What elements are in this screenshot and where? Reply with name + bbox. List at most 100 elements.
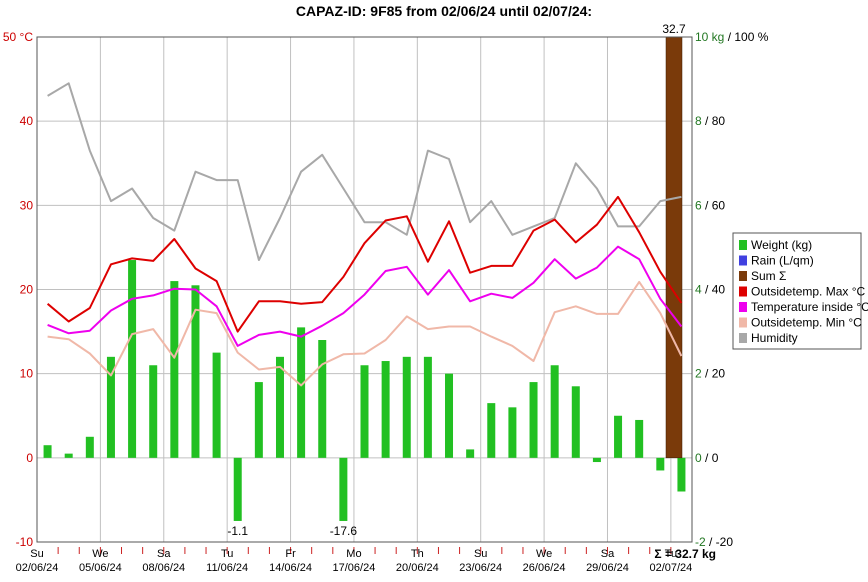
weight-bar-26 [592,457,601,463]
legend-swatch-humidity [739,333,747,343]
weight-bar-0 [43,445,52,458]
weight-bar-17 [402,356,411,458]
weight-bar-20 [466,449,475,458]
left-tick-label-5: 40 [20,114,34,128]
tmin-line [47,280,683,387]
legend-swatch-sum [739,271,747,281]
x-day-label-5: Mo [346,548,361,560]
weight-bar-3 [106,356,115,458]
weight-bar-6 [170,281,179,458]
x-date-label-2: 08/06/24 [142,562,185,574]
left-tick-label-1: 0 [26,451,33,465]
left-tick-label-0: -10 [16,535,34,549]
right-tick-label-3: 4 / 40 [695,283,725,297]
weight-bar-19 [445,373,454,458]
legend-label-tmax: Outsidetemp. Max °C [751,285,866,299]
x-date-label-9: 29/06/24 [586,562,629,574]
legend-label-tmin: Outsidetemp. Min °C [751,316,862,330]
left-tick-label-6: 50 °C [3,30,33,44]
weight-bar-4 [128,260,137,458]
legend-label-sum: Sum Σ [751,269,786,283]
series-lines [46,82,683,387]
right-tick-weight-6: 10 kg [695,30,724,44]
right-tick-label-0: -2 / -20 [695,535,733,549]
weight-bar-23 [529,382,538,458]
legend-label-tinside: Temperature inside °C [751,300,868,314]
data-labels: -1.1 -17.6 32.7 [227,22,686,538]
left-tick-label-4: 30 [20,198,34,212]
right-tick-label-4: 6 / 60 [695,198,725,212]
weight-bar-5 [149,365,158,458]
legend-swatch-weight [739,240,747,250]
right-tick-label-5: 8 / 80 [695,114,725,128]
weight-bar-18 [423,356,432,458]
x-date-label-8: 26/06/24 [523,562,566,574]
humidity-line [47,82,682,261]
sum-total-label: Σ = 32.7 kg [654,547,716,561]
sum-bar [665,36,683,459]
weight-bar-25 [571,386,580,458]
right-tick-humidity-2: / 20 [702,367,726,381]
weight-bar-16 [381,361,390,458]
legend-box [732,232,862,350]
right-tick-label-1: 0 / 0 [695,451,719,465]
legend-label-humidity: Humidity [751,331,798,345]
weight-bar-10 [254,382,263,458]
weight-bar-22 [508,407,517,458]
weight-bar-2 [85,436,94,458]
weight-bar-27 [614,415,623,458]
right-tick-humidity-6: / 100 % [724,30,768,44]
right-tick-weight-1: 0 [695,451,702,465]
right-tick-humidity-1: / 0 [702,451,719,465]
plot-frame [36,36,693,543]
x-day-label-0: Su [30,548,43,560]
legend-swatch-tmin [739,317,747,328]
weight-bar-15 [360,365,369,458]
x-date-label-6: 20/06/24 [396,562,439,574]
right-tick-humidity-5: / 80 [702,114,726,128]
left-tick-label-3: 20 [20,283,34,297]
x-date-label-7: 23/06/24 [459,562,502,574]
x-day-label-8: We [536,548,552,560]
right-tick-weight-5: 8 [695,114,702,128]
right-tick-weight-0: -2 [695,535,706,549]
legend-label-weight: Weight (kg) [751,238,812,252]
weight-bar-11 [275,356,284,458]
x-axis: Su 02/06/24 We 05/06/24 Sa 08/06/24 Tu 11/06/24… [16,547,692,574]
x-day-label-7: Su [474,548,487,560]
right-tick-weight-4: 6 [695,198,702,212]
x-date-label-4: 14/06/24 [269,562,312,574]
tinside-line [47,245,683,347]
x-date-label-5: 17/06/24 [333,562,376,574]
weight-data-label-1: -17.6 [330,524,358,538]
weight-data-label-0: -1.1 [227,524,248,538]
weight-bar-8 [212,352,221,458]
right-tick-humidity-3: / 40 [702,283,726,297]
weight-bar-30 [677,457,686,492]
right-tick-label-6: 10 kg / 100 % [695,30,769,44]
x-date-label-10: 02/07/24 [649,562,692,574]
legend-swatch-tmax [739,286,747,297]
weight-bar-28 [635,419,644,458]
x-day-label-2: Sa [157,548,171,560]
weight-bar-9 [233,457,242,521]
legend: Weight (kg) Rain (L/qm)Sum Σ Outsidetemp. … [732,232,868,350]
right-tick-weight-3: 4 [695,283,702,297]
x-day-label-4: Fr [285,548,296,560]
x-day-label-3: Tu [221,548,233,560]
x-day-label-10: Tu [665,548,677,560]
weight-bar-13 [318,340,327,458]
x-date-label-3: 11/06/24 [206,562,248,574]
right-tick-label-2: 2 / 20 [695,367,725,381]
x-day-label-9: Sa [601,548,615,560]
legend-label-rain: Rain (L/qm) [751,254,814,268]
legend-swatch-tinside [739,302,747,312]
left-tick-label-2: 10 [20,367,34,381]
right-tick-weight-2: 2 [695,367,702,381]
x-date-label-0: 02/06/24 [16,562,59,574]
x-day-label-1: We [92,548,108,560]
weight-bar-21 [487,403,496,458]
weight-bar-1 [64,453,73,458]
